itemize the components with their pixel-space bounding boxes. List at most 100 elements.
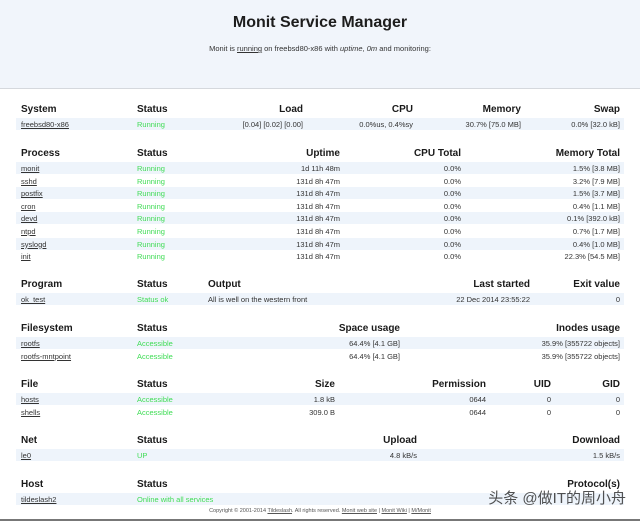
cell-uptime: 131d 8h 47m xyxy=(296,252,340,262)
status-text: UP xyxy=(137,451,148,460)
filesystem-name-link[interactable]: rootfs-mntpoint xyxy=(21,351,72,361)
column-header-output: Output xyxy=(208,279,241,290)
status-text: Running xyxy=(137,227,165,236)
cell-gid: 0 xyxy=(615,407,620,417)
cell-uptime: 131d 8h 47m xyxy=(296,214,340,224)
program-name-link[interactable]: ok_test xyxy=(21,295,46,304)
column-header-status: Status xyxy=(137,279,168,290)
column-header-space-usage: Space usage xyxy=(338,323,400,334)
status-text: Running xyxy=(137,252,165,262)
column-header-exit-value: Exit value xyxy=(573,279,620,290)
process-name-link[interactable]: ntpd xyxy=(21,227,36,236)
cell-uptime: 1d 11h 48m xyxy=(300,164,340,173)
column-header-program: Program xyxy=(21,279,63,290)
process-row xyxy=(16,237,624,250)
cell-load: [0.04] [0.02] [0.00] xyxy=(242,120,303,129)
column-header-last-started: Last started xyxy=(473,279,530,290)
cell-cpu-total: 0.0% xyxy=(443,252,461,262)
column-header-memory: Memory xyxy=(482,104,521,115)
cell-uptime: 131d 8h 47m xyxy=(296,189,340,199)
process-name-link[interactable]: postfix xyxy=(21,189,43,199)
cell-cpu-total: 0.0% xyxy=(443,201,461,211)
subtitle-text: and monitoring: xyxy=(377,44,431,53)
column-header-cpu: CPU xyxy=(391,104,413,115)
process-name-link[interactable]: syslogd xyxy=(21,239,47,249)
system-name-link[interactable]: freebsd80-x86 xyxy=(21,120,69,129)
status-text: Running xyxy=(137,120,165,129)
cell-size: 309.0 B xyxy=(309,407,335,417)
cell-uptime: 131d 8h 47m xyxy=(296,201,340,211)
mmonit-link[interactable]: M/Monit xyxy=(411,508,431,514)
status-text: Accessible xyxy=(137,395,173,404)
column-header-swap: Swap xyxy=(593,104,620,115)
column-header-upload: Upload xyxy=(383,435,417,446)
process-name-link[interactable]: cron xyxy=(21,201,36,211)
monit-wiki-link[interactable]: Monit Wiki xyxy=(381,508,407,514)
column-header-load: Load xyxy=(279,104,303,115)
tildeslash-link[interactable]: Tildeslash xyxy=(267,508,293,514)
file-name-link[interactable]: shells xyxy=(21,407,41,417)
status-text: Accessible xyxy=(137,339,173,348)
status-text: Online with all services xyxy=(137,495,214,504)
status-text: Running xyxy=(137,189,165,199)
filesystem-name-link[interactable]: rootfs xyxy=(21,339,40,348)
column-header-system: System xyxy=(21,104,57,115)
status-text: Running xyxy=(137,201,165,211)
status-text: Running xyxy=(137,239,165,249)
cell-cpu-total: 0.0% xyxy=(443,189,461,199)
divider: | xyxy=(377,508,382,514)
cell-size: 1.8 kB xyxy=(313,395,335,404)
net-row xyxy=(16,449,624,461)
uptime-label: uptime xyxy=(340,44,363,53)
column-header-status: Status xyxy=(137,148,168,159)
net-name-link[interactable]: le0 xyxy=(21,451,32,460)
column-header-memory-total: Memory Total xyxy=(555,148,620,159)
column-header-gid: GID xyxy=(602,379,620,390)
host-row xyxy=(16,493,624,505)
subtitle-text: , xyxy=(362,44,367,53)
process-name-link[interactable]: devd xyxy=(21,214,38,224)
column-header-process: Process xyxy=(21,148,60,159)
status-text: Status ok xyxy=(137,295,169,304)
column-header-permission: Permission xyxy=(432,379,486,390)
column-header-host: Host xyxy=(21,479,44,490)
cell-memory-total: 0.7% [1.7 MB] xyxy=(572,227,620,236)
cell-space-usage: 64.4% [4.1 GB] xyxy=(349,351,400,361)
cell-cpu-total: 0.0% xyxy=(443,239,461,249)
cell-inodes-usage: 35.9% [355722 objects] xyxy=(541,351,620,361)
cell-swap: 0.0% [32.0 kB] xyxy=(571,120,620,129)
column-header-status: Status xyxy=(137,323,168,334)
file-name-link[interactable]: hosts xyxy=(21,395,39,404)
program-row xyxy=(16,293,624,305)
watermark: 头条 @做IT的周小舟 xyxy=(488,490,626,507)
divider: | xyxy=(406,508,412,514)
column-header-uid: UID xyxy=(533,379,551,390)
uptime-value: 0m xyxy=(366,44,378,53)
system-row xyxy=(16,118,624,130)
status-text: Accessible xyxy=(137,407,173,417)
column-header-file: File xyxy=(21,379,39,390)
cell-memory-total: 1.5% [3.8 MB] xyxy=(572,164,620,173)
cell-cpu-total: 0.0% xyxy=(443,164,461,173)
cell-memory-total: 3.2% [7.9 MB] xyxy=(572,176,620,186)
process-name-link[interactable]: monit xyxy=(21,164,40,173)
file-row xyxy=(16,393,624,405)
cell-cpu: 0.0%us, 0.4%sy xyxy=(359,120,413,129)
process-name-link[interactable]: sshd xyxy=(21,176,37,186)
host-name-link[interactable]: tildeslash2 xyxy=(21,495,57,504)
copyright-text: Copyright © 2001-2014 xyxy=(209,508,268,514)
cell-space-usage: 64.4% [4.1 GB] xyxy=(349,339,400,348)
cell-gid: 0 xyxy=(615,395,620,404)
cell-cpu-total: 0.0% xyxy=(443,214,461,224)
cell-memory: 30.7% [75.0 MB] xyxy=(465,120,521,129)
running-link[interactable]: running xyxy=(237,44,263,53)
process-name-link[interactable]: init xyxy=(21,252,31,262)
cell-permission: 0644 xyxy=(469,395,486,404)
monit-web-site-link[interactable]: Monit web site xyxy=(341,508,377,514)
cell-inodes-usage: 35.9% [355722 objects] xyxy=(541,339,620,348)
status-text: Accessible xyxy=(137,351,173,361)
cell-uptime: 131d 8h 47m xyxy=(296,227,340,236)
process-row xyxy=(16,212,624,225)
cell-uid: 0 xyxy=(546,395,551,404)
cell-last-started: 22 Dec 2014 23:55:22 xyxy=(456,295,530,304)
